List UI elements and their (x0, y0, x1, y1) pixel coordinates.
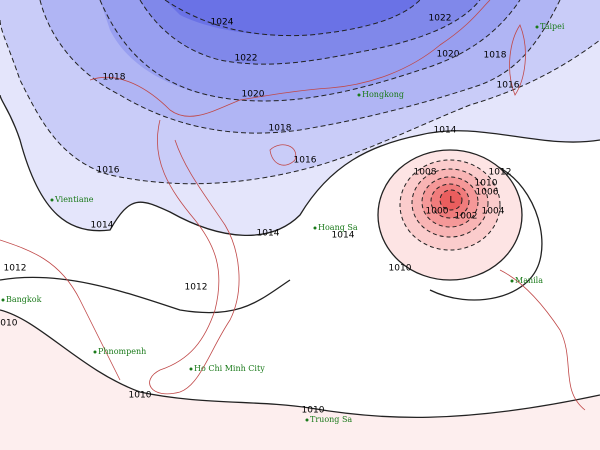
place-dot (510, 279, 514, 283)
place-dot (189, 367, 193, 371)
isobar-label: 1004 (482, 207, 505, 217)
isobar-label: 1014 (91, 221, 114, 231)
isobar-label: 1010 (389, 264, 412, 274)
isobar-label: 1024 (211, 18, 234, 28)
place-name: Taipei (540, 22, 565, 31)
isobar-label: 1016 (294, 156, 317, 166)
place-name: Truong Sa (310, 415, 352, 424)
isobar-label: 1014 (434, 126, 457, 136)
isobar-label: 1008 (414, 168, 437, 178)
isobar-label: 1010 (129, 391, 152, 401)
isobar-label: 1010 (302, 406, 325, 416)
place-name: Hongkong (362, 90, 404, 99)
isobar-label: 1016 (497, 81, 520, 91)
place-dot (93, 350, 97, 354)
isobar-label: 1014 (257, 229, 280, 239)
isobar-label: 1012 (4, 264, 27, 274)
place-name: Bangkok (6, 295, 42, 304)
place-dot (50, 198, 54, 202)
place-dot (313, 226, 317, 230)
isobar-label: 1020 (242, 90, 265, 100)
place-name: Vientiane (54, 195, 94, 204)
isobar-label: 1020 (437, 50, 460, 60)
pressure-band (165, 0, 420, 36)
isobar-label: 1022 (429, 14, 452, 24)
coastline (0, 0, 586, 411)
isobar-label: 1010 (475, 179, 498, 189)
place-name: Phnompenh (98, 347, 146, 356)
isobar-label: 1012 (185, 283, 208, 293)
place-name: Hoang Sa (318, 223, 358, 232)
place-name: Ho Chi Minh City (194, 364, 265, 373)
place-dot (305, 418, 309, 422)
isobar-label: 1018 (269, 124, 292, 134)
isobar-label: 1014 (332, 231, 355, 241)
place-dot (357, 93, 361, 97)
place-name: Manila (515, 276, 543, 285)
labels: 1024 1022 1022 1020 1020 1018 1016 1018 1018 1016… (0, 14, 565, 425)
isobar-label: 1022 (235, 54, 258, 64)
low-label: L (449, 196, 454, 206)
isobar-label: 1012 (489, 168, 512, 178)
low-pressure (377, 149, 523, 281)
isobar-label: 1016 (97, 166, 120, 176)
place-dot (1, 298, 5, 302)
isobar-label: 1018 (103, 73, 126, 83)
isobar-label: 1018 (484, 51, 507, 61)
isobars (0, 0, 600, 419)
isobar-label: 1000 (426, 207, 449, 217)
isobar-label: 1010 (0, 319, 18, 329)
isobar-label: 1006 (476, 188, 499, 198)
pressure-band (0, 310, 600, 450)
isobar-label: 1002 (455, 212, 478, 222)
place-dot (535, 25, 539, 29)
